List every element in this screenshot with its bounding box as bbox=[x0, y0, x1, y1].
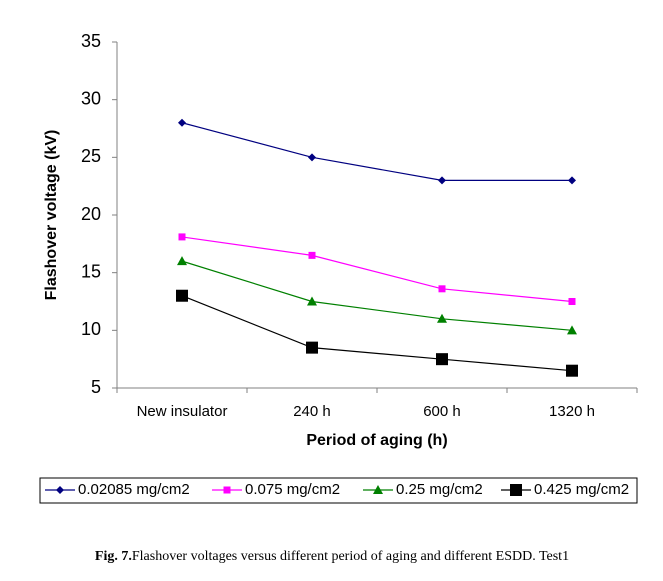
series-line bbox=[181, 236, 573, 303]
legend-marker bbox=[510, 484, 522, 496]
data-point bbox=[568, 298, 576, 305]
data-point bbox=[568, 176, 576, 185]
data-point bbox=[436, 353, 448, 366]
data-point bbox=[308, 153, 316, 162]
y-axis-title: Flashover voltage (kV) bbox=[43, 130, 60, 301]
data-point bbox=[567, 325, 577, 335]
data-point bbox=[306, 341, 318, 354]
caption: Fig. 7.Flashover voltages versus differe… bbox=[95, 549, 569, 564]
legend-label: 0.25 mg/cm2 bbox=[396, 481, 483, 498]
x-tick-label: 1320 h bbox=[549, 403, 595, 420]
data-point bbox=[437, 313, 447, 323]
y-tick-label: 30 bbox=[81, 88, 101, 108]
series-line bbox=[181, 295, 573, 372]
data-point bbox=[178, 233, 186, 241]
data-point bbox=[438, 176, 446, 185]
caption-text: Flashover voltages versus different peri… bbox=[132, 549, 569, 564]
series-line bbox=[181, 122, 572, 181]
y-tick-label: 15 bbox=[81, 261, 101, 281]
data-point bbox=[566, 364, 578, 377]
series-line bbox=[181, 260, 573, 331]
x-tick-label: New insulator bbox=[137, 403, 228, 420]
y-tick-label: 25 bbox=[81, 146, 101, 166]
x-axis-title: Period of aging (h) bbox=[306, 432, 447, 449]
y-tick-label: 20 bbox=[81, 204, 101, 224]
data-point bbox=[308, 251, 316, 259]
data-point bbox=[178, 118, 186, 127]
legend-label: 0.075 mg/cm2 bbox=[245, 481, 340, 498]
x-tick-label: 600 h bbox=[423, 403, 461, 420]
legend-label: 0.425 mg/cm2 bbox=[534, 481, 629, 498]
data-point bbox=[438, 285, 446, 293]
legend-marker bbox=[56, 486, 64, 494]
legend-marker bbox=[223, 486, 231, 494]
legend-marker bbox=[373, 485, 383, 494]
data-point bbox=[176, 289, 188, 302]
data-point bbox=[307, 296, 317, 306]
y-tick-label: 5 bbox=[91, 377, 101, 397]
x-tick-label: 240 h bbox=[293, 403, 331, 420]
y-tick-label: 10 bbox=[81, 319, 101, 339]
y-tick-label: 35 bbox=[81, 31, 101, 51]
caption-label: Fig. 7. bbox=[95, 549, 132, 564]
legend-box bbox=[39, 477, 638, 504]
legend-label: 0.02085 mg/cm2 bbox=[78, 481, 190, 498]
data-point bbox=[177, 256, 187, 266]
